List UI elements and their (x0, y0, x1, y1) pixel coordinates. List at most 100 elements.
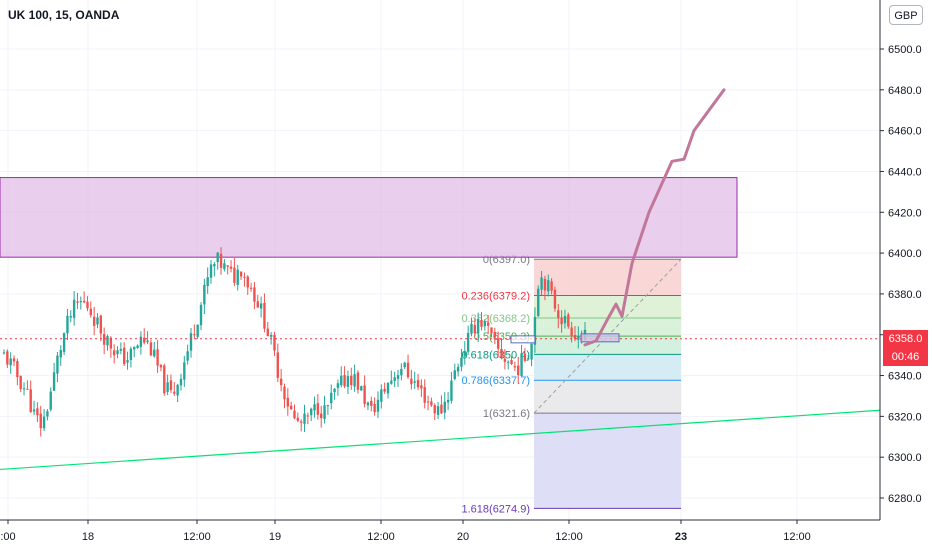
candle-body (139, 336, 143, 347)
candle-body (16, 361, 19, 378)
trendline-segment (0, 409, 881, 471)
price-tick-label: 6300.0 (888, 452, 922, 464)
candle-body (79, 301, 82, 303)
consolidation-box-left (510, 335, 536, 344)
candle-body (420, 385, 423, 389)
current-price-label: 6358.0 (883, 329, 928, 348)
candle-body (456, 366, 460, 372)
candle-body (199, 304, 203, 326)
candle-body (233, 267, 236, 283)
candle-body (102, 334, 106, 345)
candle-body (350, 375, 353, 386)
candle-body (303, 413, 306, 424)
candle-body (193, 334, 196, 336)
candle-body (223, 263, 226, 270)
candle-body (343, 374, 346, 387)
candle-body (12, 358, 16, 362)
candle-body (356, 372, 360, 390)
candle-body (52, 372, 56, 391)
candle-body (66, 315, 69, 334)
candle-body (540, 277, 543, 290)
candle-body (363, 385, 366, 404)
candle-body (42, 416, 46, 429)
support-trendline[interactable] (0, 409, 881, 471)
candle-body (436, 406, 440, 415)
candle-body (209, 264, 213, 278)
candle-body (306, 415, 310, 417)
candle-body (543, 279, 547, 291)
candle-body (450, 380, 453, 401)
candle-body (276, 352, 280, 378)
candle-body (119, 348, 123, 351)
candle-body (109, 337, 113, 349)
candle-body (163, 365, 166, 394)
time-tick-label: :00 (0, 531, 15, 543)
candle-body (62, 333, 66, 352)
candle-body (533, 316, 537, 345)
candle-body (72, 299, 76, 318)
candle-body (19, 375, 22, 389)
fibonacci-retracement[interactable]: 0(6397.0)0.236(6379.2)0.382(6368.2)0.5(6… (462, 254, 682, 515)
time-tick-label: 12:00 (783, 531, 811, 543)
candle-body (426, 401, 430, 403)
projection-path[interactable] (583, 88, 726, 347)
price-tick-label: 6320.0 (888, 411, 922, 423)
time-tick-label: 19 (269, 531, 281, 543)
candle-body (463, 351, 466, 357)
fib-level-label: 1(6321.6) (483, 408, 530, 420)
resistance-zone[interactable] (0, 177, 738, 258)
price-tick-label: 6380.0 (888, 289, 922, 301)
candle-body (390, 380, 393, 384)
fib-band (534, 413, 681, 509)
candle-body (493, 332, 497, 338)
candle-body (126, 360, 129, 363)
time-tick-label: 20 (457, 531, 469, 543)
candle-body (333, 388, 336, 393)
candle-body (513, 365, 517, 368)
candle-body (239, 271, 243, 277)
candle-body (496, 338, 500, 349)
candle-body (106, 336, 109, 346)
price-tick-label: 6460.0 (888, 126, 922, 138)
candle-body (249, 287, 253, 289)
currency-badge[interactable]: GBP (889, 5, 923, 25)
price-tick-label: 6340.0 (888, 371, 922, 383)
candle-body (573, 334, 577, 339)
candle-body (293, 410, 296, 419)
grid-lines (0, 0, 880, 520)
candle-body (507, 361, 510, 363)
candle-body (32, 409, 36, 412)
candle-body (570, 327, 573, 337)
candle-body (99, 315, 103, 334)
candle-body (520, 353, 523, 376)
candle-body (320, 413, 323, 419)
candle-body (316, 403, 320, 415)
candlestick-series (0, 247, 880, 437)
candle-body (253, 287, 256, 302)
candle-body (396, 375, 400, 379)
projection-line (583, 88, 726, 347)
candle-body (567, 314, 570, 327)
candle-body (173, 391, 176, 394)
candle-body (517, 365, 520, 376)
candle-body (340, 375, 343, 386)
bar-countdown-label: 00:46 (883, 347, 928, 366)
candle-body (406, 362, 410, 378)
candle-body (309, 408, 313, 416)
candle-body (156, 349, 159, 366)
candle-body (259, 303, 263, 309)
candle-body (560, 317, 563, 325)
candle-body (263, 302, 266, 329)
candle-body (373, 403, 376, 413)
candle-body (527, 358, 530, 360)
candle-body (473, 324, 477, 334)
fib-level-label: 0.618(6350.4) (462, 349, 531, 361)
candle-body (500, 349, 503, 359)
candle-body (169, 380, 173, 391)
candle-body (149, 342, 153, 356)
candle-body (476, 319, 480, 334)
candle-body (537, 288, 540, 316)
candle-body (299, 421, 303, 423)
